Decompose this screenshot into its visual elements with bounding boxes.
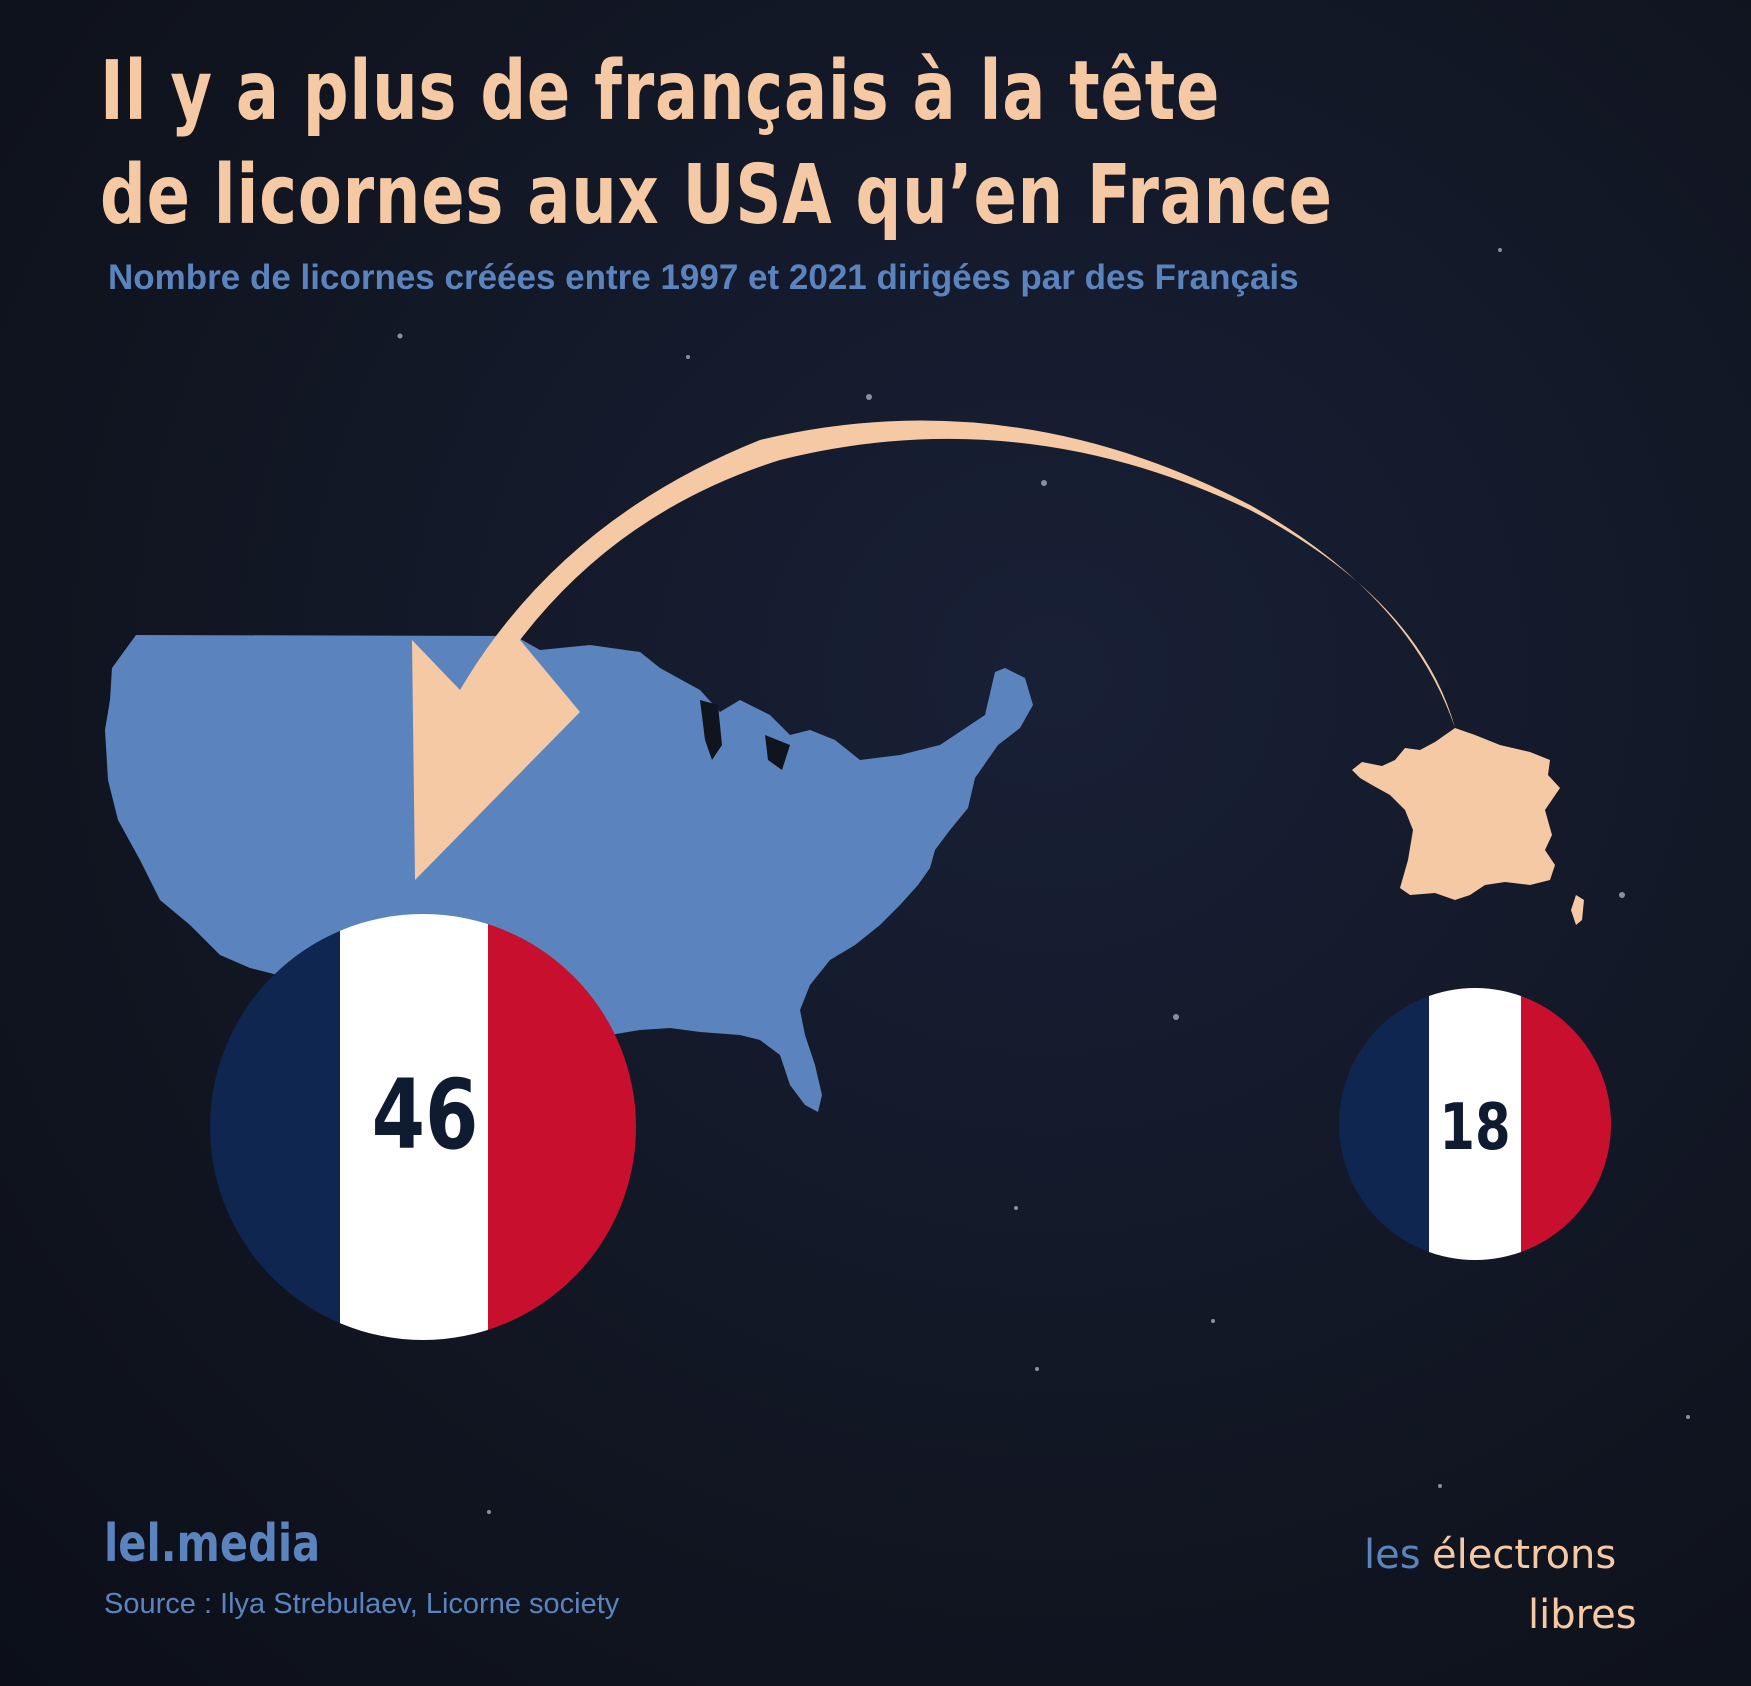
stars bbox=[397, 248, 1690, 1514]
logo-word-electrons: électrons bbox=[1432, 1532, 1616, 1578]
logo-word-libres: libres bbox=[1528, 1592, 1637, 1638]
title-line-2: de licornes aux USA qu’en France bbox=[100, 148, 1333, 243]
page-title: Il y a plus de français à la tête de lic… bbox=[100, 40, 1333, 248]
publisher-logo: les électrons libres bbox=[1364, 1532, 1637, 1638]
great-lakes bbox=[700, 700, 790, 770]
france-count: 18 bbox=[1439, 1091, 1511, 1165]
usa-count: 46 bbox=[371, 1059, 479, 1171]
source-note: Source : Ilya Strebulaev, Licorne societ… bbox=[104, 1588, 620, 1620]
logo-word-les: les bbox=[1364, 1532, 1421, 1578]
title-line-1: Il y a plus de français à la tête bbox=[100, 44, 1221, 139]
france-map bbox=[1352, 728, 1560, 900]
subtitle: Nombre de licornes créées entre 1997 et … bbox=[108, 258, 1299, 297]
corsica bbox=[1571, 895, 1584, 925]
site-brand: lel.media bbox=[104, 1514, 321, 1574]
